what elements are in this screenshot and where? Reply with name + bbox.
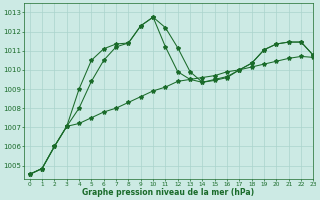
X-axis label: Graphe pression niveau de la mer (hPa): Graphe pression niveau de la mer (hPa) <box>83 188 255 197</box>
